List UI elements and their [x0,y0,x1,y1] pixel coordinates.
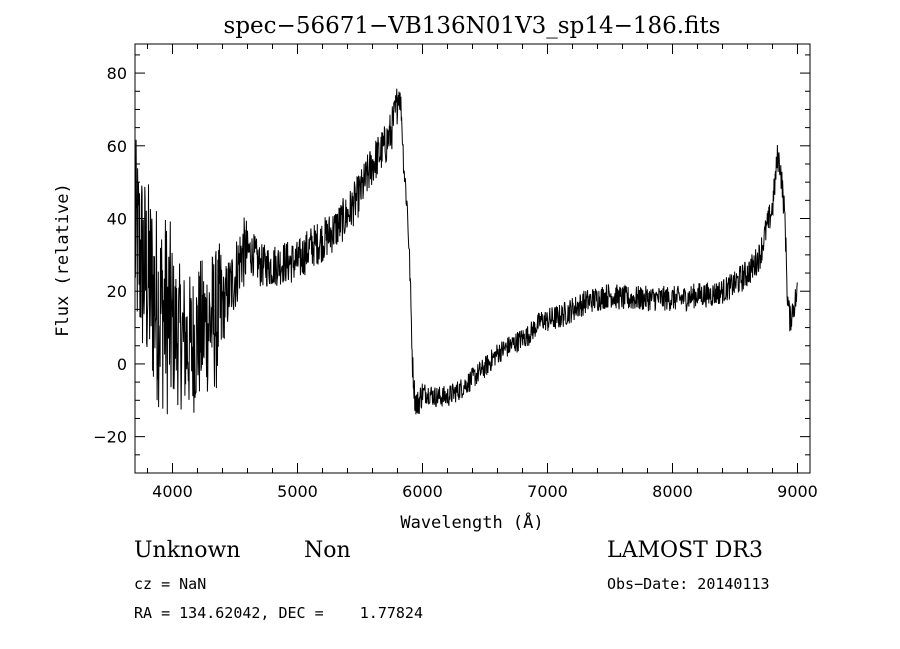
redshift-cz: cz = NaN [134,575,207,593]
observation-date: Obs−Date: 20140113 [607,575,770,593]
tick-labels: 4000 5000 6000 7000 8000 9000 −20 0 20 40 60 80 [93,64,818,501]
chart-title: spec−56671−VB136N01V3_sp14−186.fits [224,13,721,39]
y-tick-label: 20 [107,282,127,301]
y-tick-label: 80 [107,64,127,83]
x-tick-label: 5000 [277,482,318,501]
object-class: Unknown [134,538,241,563]
plot-frame [134,43,811,474]
x-tick-label: 7000 [527,482,568,501]
x-tick-label: 6000 [402,482,443,501]
x-tick-label: 8000 [652,482,693,501]
object-subclass: Non [304,538,351,563]
series-line [134,88,798,415]
survey-name: LAMOST DR3 [607,538,763,563]
x-axis-label: Wavelength (Å) [400,511,543,533]
coordinates: RA = 134.62042, DEC = 1.77824 [134,604,423,622]
y-axis-label: Flux (relative) [53,183,73,337]
y-tick-label: 60 [107,137,127,156]
y-tick-label: −20 [93,428,127,447]
x-tick-label: 9000 [777,482,818,501]
y-tick-label: 40 [107,210,127,229]
y-tick-label: 0 [117,355,127,374]
x-tick-label: 4000 [152,482,193,501]
